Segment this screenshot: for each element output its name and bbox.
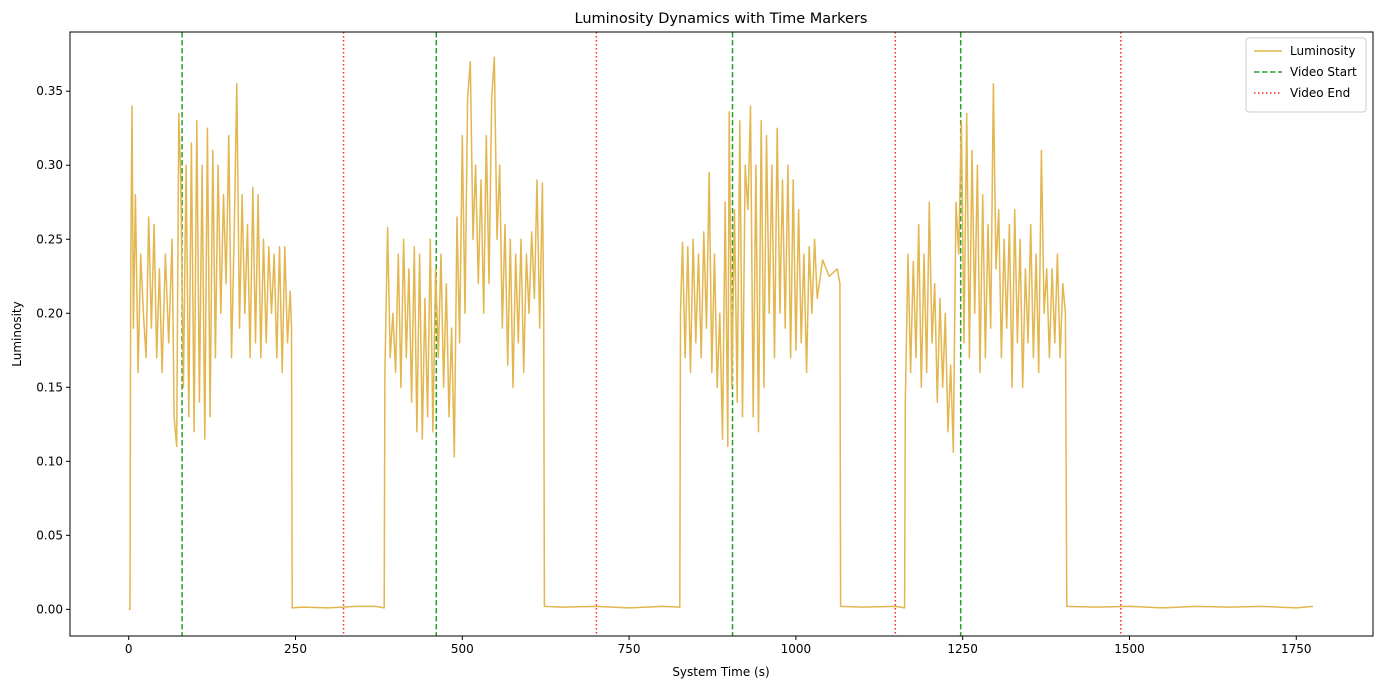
series-layer bbox=[128, 56, 1314, 611]
y-tick-label: 0.00 bbox=[36, 602, 63, 616]
x-tick-label: 1750 bbox=[1281, 642, 1312, 656]
y-tick-label: 0.25 bbox=[36, 232, 63, 246]
x-tick-label: 250 bbox=[284, 642, 307, 656]
y-axis: 0.00 0.05 0.10 0.15 0.20 0.25 0.30 0.35 bbox=[36, 84, 70, 616]
y-tick-label: 0.05 bbox=[36, 528, 63, 542]
y-tick-label: 0.10 bbox=[36, 454, 63, 468]
x-axis: 0 250 500 750 1000 1250 1500 1750 bbox=[125, 636, 1312, 656]
y-axis-label: Luminosity bbox=[10, 301, 24, 366]
x-tick-label: 500 bbox=[451, 642, 474, 656]
y-tick-label: 0.35 bbox=[36, 84, 63, 98]
x-tick-label: 1000 bbox=[781, 642, 812, 656]
legend: Luminosity Video Start Video End bbox=[1245, 37, 1367, 113]
plot-frame bbox=[69, 31, 1374, 637]
legend-video-end-label: Video End bbox=[1290, 86, 1350, 100]
legend-box bbox=[1245, 37, 1367, 113]
legend-video-start-label: Video Start bbox=[1290, 65, 1357, 79]
y-tick-label: 0.20 bbox=[36, 306, 63, 320]
x-tick-label: 1500 bbox=[1114, 642, 1145, 656]
x-tick-label: 750 bbox=[618, 642, 641, 656]
y-tick-label: 0.30 bbox=[36, 158, 63, 172]
chart-title: Luminosity Dynamics with Time Markers bbox=[575, 11, 868, 27]
x-tick-label: 1250 bbox=[947, 642, 978, 656]
legend-luminosity-label: Luminosity bbox=[1290, 44, 1355, 58]
x-tick-label: 0 bbox=[125, 642, 133, 656]
luminosity-series-line bbox=[128, 56, 1314, 611]
x-axis-label: System Time (s) bbox=[672, 665, 769, 679]
y-tick-label: 0.15 bbox=[36, 380, 63, 394]
